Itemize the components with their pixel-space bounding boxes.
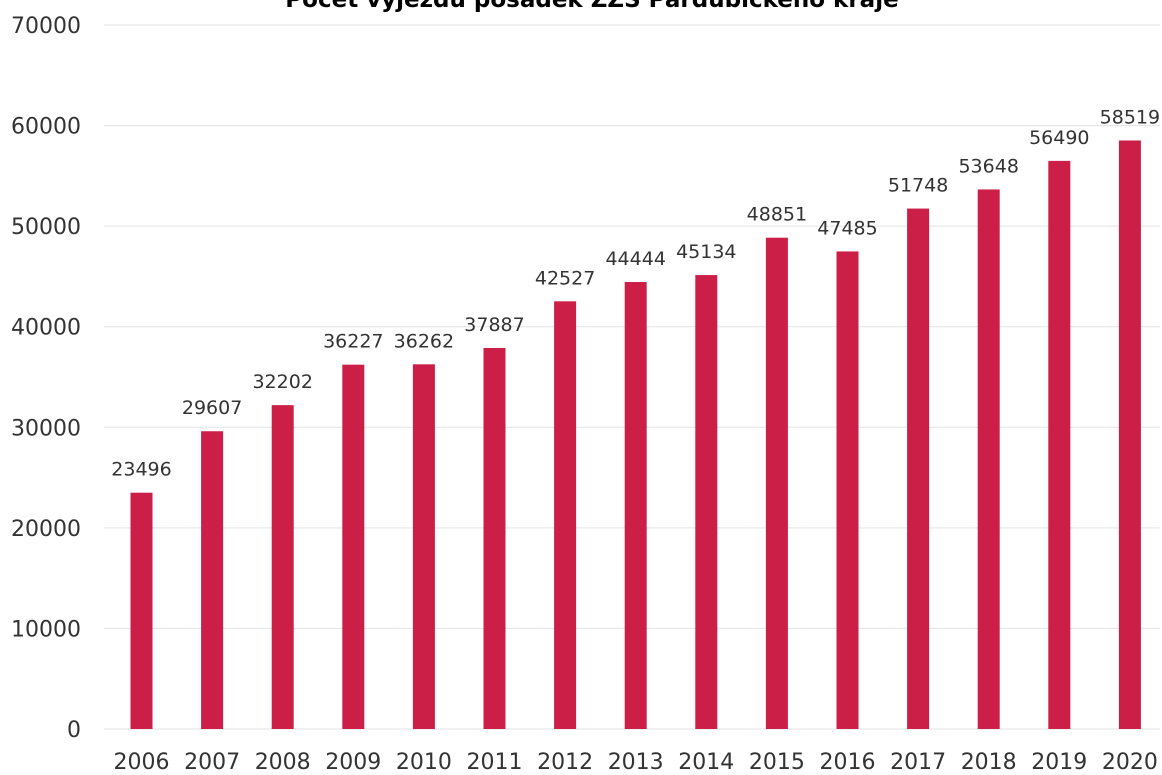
data-label: 45134 [676, 241, 736, 263]
data-label: 32202 [252, 371, 312, 393]
data-label: 56490 [1029, 127, 1089, 149]
bar [342, 364, 365, 729]
data-label: 53648 [958, 155, 1018, 177]
data-label: 51748 [888, 175, 948, 197]
data-label: 23496 [111, 459, 171, 481]
bar [554, 301, 577, 729]
y-tick-label: 30000 [11, 416, 81, 441]
x-tick-label: 2015 [749, 750, 805, 775]
bar [695, 275, 718, 729]
x-tick-label: 2019 [1031, 750, 1087, 775]
x-tick-label: 2016 [820, 750, 876, 775]
y-axis-ticks: 0 10000 20000 30000 40000 50000 60000 70000 [11, 14, 81, 743]
y-tick-label: 20000 [11, 517, 81, 542]
x-tick-label: 2011 [467, 750, 523, 775]
data-label: 37887 [464, 314, 524, 336]
x-tick-label: 2008 [255, 750, 311, 775]
data-label: 58519 [1100, 106, 1160, 128]
y-tick-label: 10000 [11, 617, 81, 642]
x-tick-label: 2010 [396, 750, 452, 775]
x-tick-label: 2012 [537, 750, 593, 775]
bar [1048, 160, 1071, 729]
data-label: 36262 [394, 330, 454, 352]
bar [130, 492, 153, 729]
bar [201, 431, 224, 729]
x-tick-label: 2020 [1102, 750, 1158, 775]
y-tick-label: 50000 [11, 215, 81, 240]
data-label: 44444 [605, 248, 665, 270]
x-tick-label: 2014 [678, 750, 734, 775]
x-tick-label: 2017 [890, 750, 946, 775]
y-tick-label: 70000 [11, 14, 81, 39]
bar [907, 208, 930, 729]
bar [271, 405, 294, 729]
bar [1118, 140, 1141, 729]
chart-title: Počet výjezdů posádek ZZS Pardubického k… [285, 0, 898, 13]
bar [412, 364, 435, 729]
x-tick-label: 2007 [184, 750, 240, 775]
bar [765, 237, 788, 729]
bar [836, 251, 859, 729]
y-tick-label: 0 [67, 718, 81, 743]
bars [130, 140, 1141, 729]
data-label: 29607 [182, 397, 242, 419]
data-label: 36227 [323, 331, 383, 353]
x-axis-ticks: 2006 2007 2008 2009 2010 2011 2012 2013 2014 2015… [114, 750, 1158, 775]
data-label: 47485 [817, 217, 877, 239]
y-tick-label: 40000 [11, 316, 81, 341]
x-tick-label: 2009 [325, 750, 381, 775]
bar [483, 347, 506, 729]
y-tick-label: 60000 [11, 115, 81, 140]
x-tick-label: 2018 [961, 750, 1017, 775]
x-tick-label: 2006 [114, 750, 170, 775]
data-labels: 23496 29607 32202 36227 36262 37887 42527 44444… [111, 106, 1160, 480]
data-label: 42527 [535, 267, 595, 289]
bar [624, 282, 647, 729]
x-tick-label: 2013 [608, 750, 664, 775]
data-label: 48851 [747, 204, 807, 226]
bar [977, 189, 1000, 729]
